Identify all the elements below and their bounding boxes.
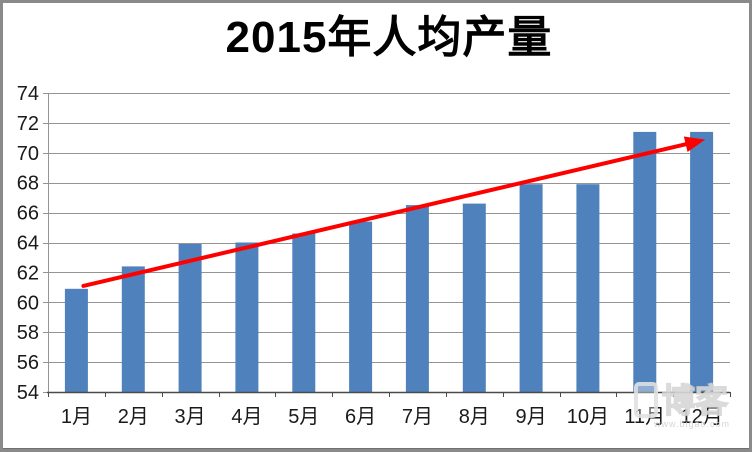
watermark-url: www.bigao.com — [653, 419, 731, 429]
bar-9月 — [519, 184, 543, 392]
y-axis-label: 74 — [17, 83, 39, 105]
x-axis-label: 5月 — [288, 406, 319, 428]
y-axis-label: 58 — [17, 322, 39, 344]
x-axis-label: 1月 — [61, 406, 92, 428]
bar-1月 — [64, 288, 88, 392]
bar-12月 — [690, 131, 714, 392]
trend-arrow-line — [81, 136, 706, 288]
x-axis-label: 3月 — [175, 406, 206, 428]
bar-4月 — [235, 242, 259, 392]
watermark-logo-icon — [634, 382, 658, 418]
x-axis-label: 9月 — [516, 406, 547, 428]
y-axis-label: 66 — [17, 203, 39, 225]
bar-5月 — [292, 233, 316, 392]
bar-2月 — [121, 266, 145, 392]
x-axis-label: 4月 — [231, 406, 262, 428]
bar-11月 — [633, 131, 657, 392]
x-axis-label: 7月 — [402, 406, 433, 428]
y-axis-label: 62 — [17, 262, 39, 284]
bar-3月 — [178, 244, 202, 392]
bar-6月 — [349, 221, 373, 392]
bar-10月 — [576, 184, 600, 392]
bar-7月 — [405, 205, 429, 392]
bar-8月 — [462, 203, 486, 392]
y-axis-label: 56 — [17, 352, 39, 374]
watermark-row: 博客 — [634, 382, 750, 418]
x-axis-label: 12月 — [680, 406, 722, 428]
watermark: 博客 www.bigao.com — [634, 382, 750, 429]
watermark-text: 博客 — [661, 381, 729, 419]
x-axis-label: 6月 — [345, 406, 376, 428]
chart-title: 2015年人均产量 — [225, 13, 553, 62]
x-axis-label: 10月 — [567, 406, 609, 428]
y-axis-label: 70 — [17, 143, 39, 165]
y-axis-label: 64 — [17, 233, 39, 255]
x-axis-label: 2月 — [118, 406, 149, 428]
x-axis-label: 8月 — [459, 406, 490, 428]
y-axis-label: 72 — [17, 113, 39, 135]
y-axis-label: 54 — [17, 382, 39, 404]
y-axis-label: 68 — [17, 173, 39, 195]
y-axis-label: 60 — [17, 292, 39, 314]
